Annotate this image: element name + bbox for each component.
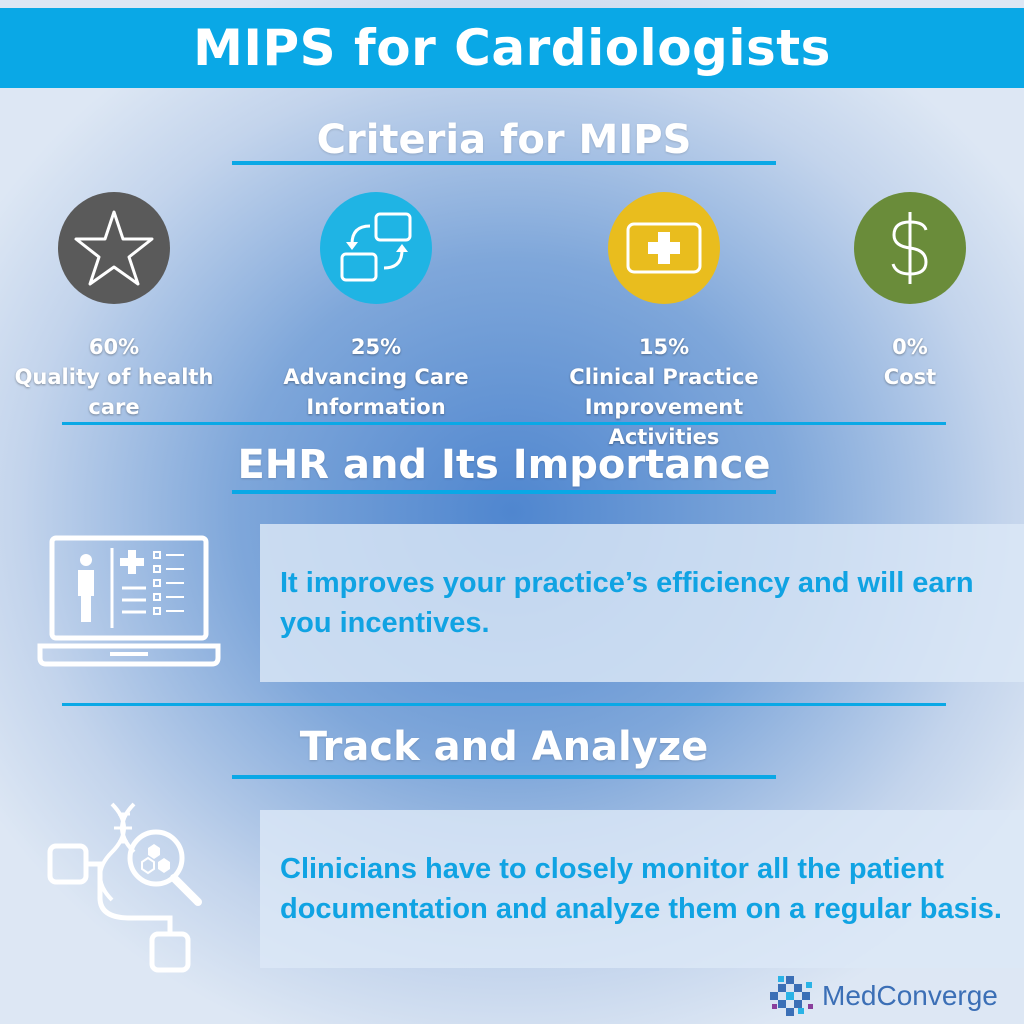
criteria-item-clinical-practice: 15% Clinical Practice Improvement Activi…: [544, 192, 784, 452]
criteria-item-advancing-care: 25% Advancing Care Information: [256, 192, 496, 422]
ehr-underline: [232, 490, 776, 494]
track-text: Clinicians have to closely monitor all t…: [280, 853, 1002, 925]
brand-logo: MedConverge: [768, 974, 998, 1018]
criteria-label: Advancing Care Information: [283, 365, 469, 419]
section-divider: [62, 703, 946, 706]
laptop-medical-record-icon: [36, 534, 222, 674]
ehr-heading: EHR and Its Importance: [237, 442, 771, 488]
title-banner: MIPS for Cardiologists: [0, 8, 1024, 88]
criteria-item-cost: 0% Cost: [790, 192, 1024, 392]
star-icon: [58, 192, 170, 304]
ehr-text-box: It improves your practice’s efficiency a…: [260, 524, 1024, 682]
criteria-label: Clinical Practice Improvement Activities: [569, 365, 759, 449]
dna-analysis-icon: [40, 798, 210, 982]
first-aid-icon: [608, 192, 720, 304]
ehr-text: It improves your practice’s efficiency a…: [280, 567, 974, 639]
medconverge-logo-icon: [770, 976, 813, 1016]
section-divider: [62, 422, 946, 425]
criteria-item-quality: 60% Quality of health care: [0, 192, 234, 422]
page-title: MIPS for Cardiologists: [193, 19, 831, 77]
track-underline: [232, 775, 776, 779]
criteria-percent: 25%: [350, 335, 402, 359]
criteria-label: Quality of health care: [14, 365, 214, 419]
criteria-percent: 0%: [892, 335, 928, 359]
criteria-percent: 60%: [88, 335, 140, 359]
criteria-underline: [232, 161, 776, 165]
track-heading: Track and Analyze: [299, 724, 709, 770]
dollar-icon: [854, 192, 966, 304]
exchange-icon: [320, 192, 432, 304]
track-text-box: Clinicians have to closely monitor all t…: [260, 810, 1024, 968]
criteria-heading: Criteria for MIPS: [316, 117, 692, 163]
criteria-percent: 15%: [638, 335, 690, 359]
brand-name: MedConverge: [822, 980, 998, 1011]
criteria-label: Cost: [883, 365, 937, 389]
